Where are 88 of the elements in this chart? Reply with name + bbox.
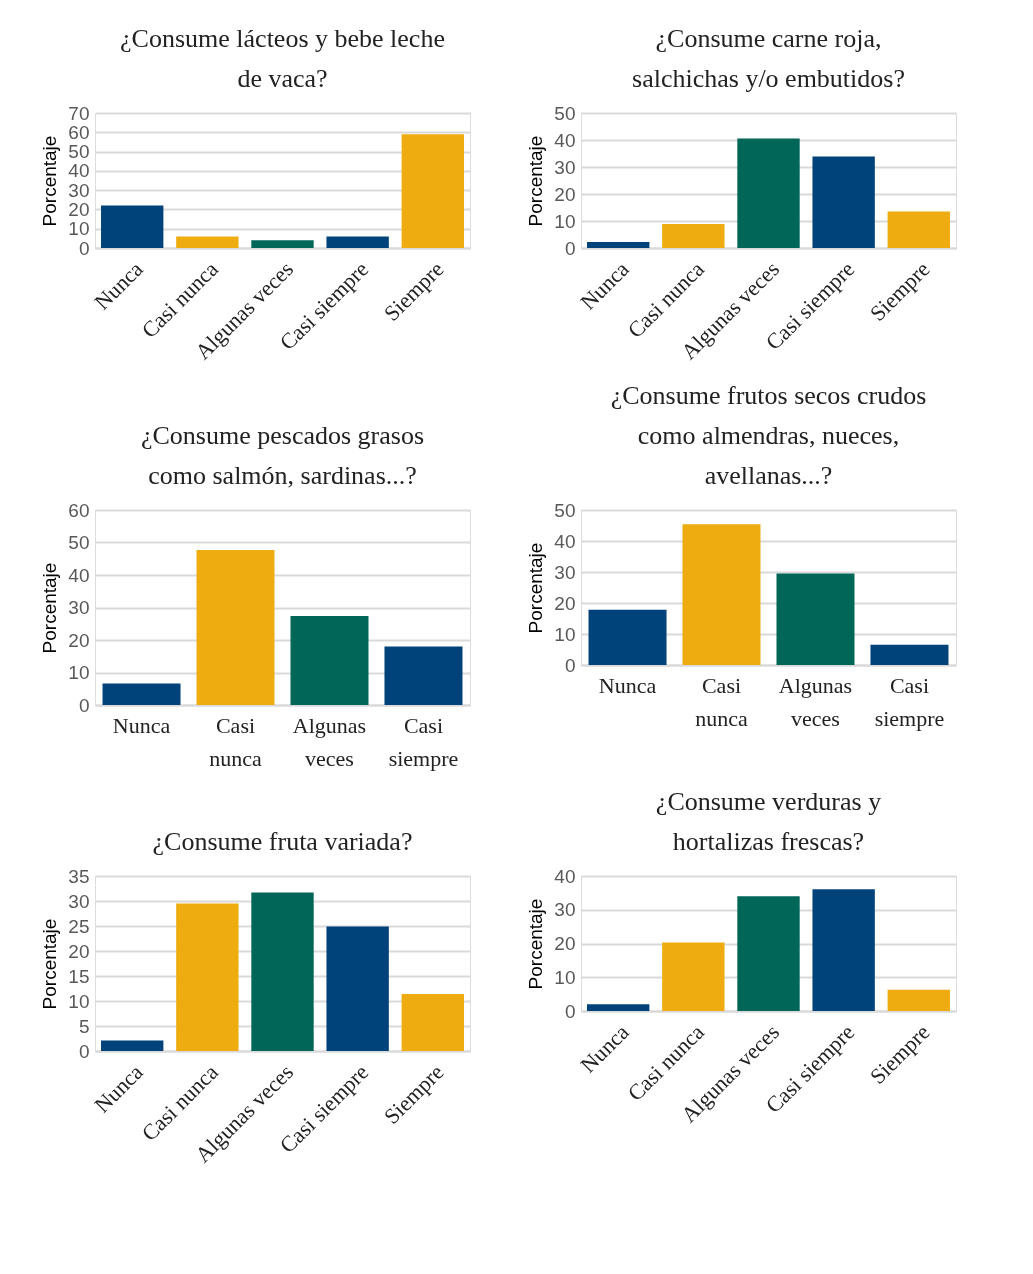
bar <box>176 236 239 248</box>
chart-title: ¿Consume carne roja, salchichas y/o embutidos? <box>632 24 905 93</box>
y-tick-label: 10 <box>554 966 576 988</box>
bar <box>176 903 239 1051</box>
x-tick-label: Algunas veces <box>292 712 367 771</box>
bar <box>101 1040 164 1051</box>
y-tick-label: 70 <box>68 102 90 124</box>
y-tick-label: 30 <box>554 156 576 178</box>
bar <box>251 240 314 248</box>
y-axis-title: Porcentaje <box>39 135 61 227</box>
y-tick-label: 40 <box>554 530 576 552</box>
bar <box>401 994 464 1051</box>
y-tick-label: 40 <box>68 564 90 586</box>
bar <box>776 573 855 665</box>
y-tick-label: 40 <box>554 865 576 887</box>
x-tick-label: Casi nunca <box>209 712 263 771</box>
y-axis-title: Porcentaje <box>39 562 61 654</box>
y-tick-label: 50 <box>554 499 576 521</box>
y-tick-label: 10 <box>68 990 90 1012</box>
y-tick-label: 0 <box>564 237 576 259</box>
y-tick-label: 0 <box>78 237 90 259</box>
y-tick-label: 60 <box>68 499 90 521</box>
y-tick-label: 10 <box>554 210 576 232</box>
bar <box>887 989 950 1011</box>
y-tick-label: 20 <box>554 183 576 205</box>
y-tick-label: 15 <box>68 965 90 987</box>
y-tick-label: 30 <box>68 890 90 912</box>
bar <box>887 211 950 248</box>
chart-title: ¿Consume pescados grasos como salmón, sardinas...? <box>140 421 425 490</box>
chart-title: ¿Consume lácteos y bebe leche de vaca? <box>120 24 445 93</box>
chart-title: ¿Consume fruta variada? <box>152 827 413 856</box>
y-tick-label: 0 <box>78 1040 90 1062</box>
x-tick-label: Casi siempre <box>874 672 945 731</box>
y-tick-label: 20 <box>554 592 576 614</box>
bar <box>101 205 164 248</box>
y-tick-label: 40 <box>554 129 576 151</box>
bar <box>102 683 181 705</box>
y-tick-label: 50 <box>68 532 90 553</box>
y-tick-label: 35 <box>68 865 90 887</box>
bar <box>587 242 650 248</box>
x-tick-label: Casi siempre <box>388 712 459 771</box>
y-tick-label: 0 <box>564 1000 576 1022</box>
x-tick-label: Casi nunca <box>695 672 749 731</box>
y-tick-label: 0 <box>564 654 576 676</box>
y-axis-title: Porcentaje <box>525 135 547 227</box>
y-tick-label: 20 <box>554 933 576 954</box>
y-tick-label: 10 <box>68 662 90 683</box>
y-tick-label: 30 <box>554 899 576 921</box>
bar <box>662 223 725 248</box>
y-tick-label: 40 <box>68 160 90 182</box>
chart-title: ¿Consume verduras y hortalizas frescas? <box>655 787 882 856</box>
bar <box>682 524 761 665</box>
y-tick-label: 60 <box>68 121 90 143</box>
bar <box>326 926 389 1051</box>
bar <box>401 134 464 248</box>
y-tick-label: 25 <box>68 915 90 937</box>
y-tick-label: 5 <box>78 1015 90 1037</box>
y-tick-label: 30 <box>554 561 576 583</box>
y-tick-label: 20 <box>68 198 90 220</box>
bar <box>812 889 875 1011</box>
bar <box>290 615 369 705</box>
y-tick-label: 30 <box>68 179 90 201</box>
bar <box>737 896 800 1011</box>
y-tick-label: 50 <box>68 141 90 163</box>
bar <box>251 892 314 1051</box>
y-tick-label: 20 <box>68 940 90 962</box>
bar <box>588 609 667 665</box>
x-tick-label: Algunas veces <box>778 672 853 731</box>
y-axis-title: Porcentaje <box>525 898 547 990</box>
y-tick-label: 10 <box>554 623 576 645</box>
y-tick-label: 0 <box>78 694 90 716</box>
bar <box>196 549 275 705</box>
y-axis-title: Porcentaje <box>525 542 547 634</box>
bar <box>326 236 389 248</box>
y-tick-label: 50 <box>554 102 576 124</box>
y-tick-label: 30 <box>68 597 90 618</box>
y-tick-label: 20 <box>68 629 90 651</box>
y-axis-title: Porcentaje <box>39 918 61 1010</box>
bar <box>587 1004 650 1011</box>
chart-title: ¿Consume frutos secos crudos como almendras, nueces, avellanas...? <box>610 381 927 490</box>
bar <box>737 138 800 248</box>
bar <box>662 942 725 1011</box>
y-tick-label: 10 <box>68 218 90 240</box>
bar <box>384 646 463 705</box>
x-tick-label: Nunca <box>112 712 171 738</box>
x-tick-label: Nunca <box>598 672 657 698</box>
bar <box>870 644 949 665</box>
bar <box>812 156 875 248</box>
